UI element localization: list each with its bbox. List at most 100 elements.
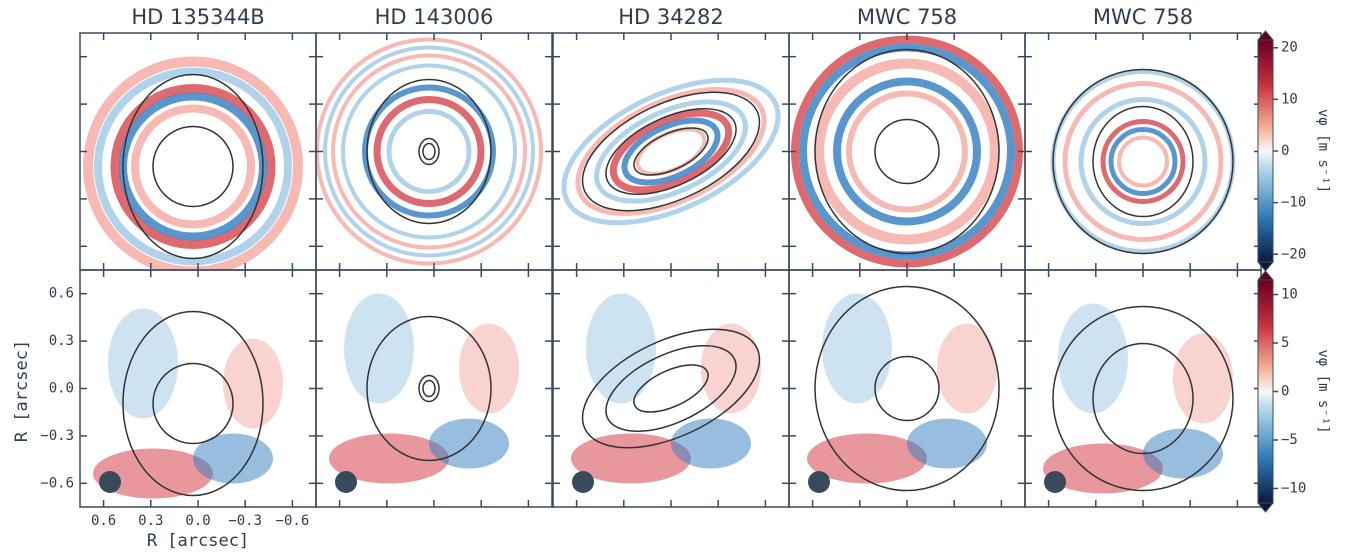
y-tick-label: 0.3 xyxy=(49,333,74,349)
contour xyxy=(633,127,709,176)
colorbar-extend xyxy=(1256,30,1275,41)
colorbar-label: vφ [m s⁻¹] xyxy=(1315,349,1331,433)
y-tick-label: 0.6 xyxy=(49,286,74,302)
velocity-ring xyxy=(814,58,1000,245)
beam xyxy=(808,471,830,493)
velocity-ring xyxy=(1108,127,1178,196)
velocity-ring xyxy=(846,90,968,213)
velocity-lobe xyxy=(907,418,987,469)
colorbar-tick-label: 5 xyxy=(1281,335,1289,351)
velocity-ring xyxy=(83,56,303,270)
panel xyxy=(571,293,761,493)
velocity-ring xyxy=(386,109,472,194)
contour xyxy=(366,315,492,462)
contour xyxy=(874,355,940,422)
velocity-ring xyxy=(1100,119,1186,204)
colorbar xyxy=(1257,279,1274,504)
contour xyxy=(581,328,761,449)
beam xyxy=(1044,471,1066,493)
panel-title: MWC 758 xyxy=(1093,5,1193,29)
velocity-ring xyxy=(119,92,267,241)
colorbar xyxy=(1257,39,1274,263)
x-tick-label: 0.6 xyxy=(91,513,116,529)
contour xyxy=(366,78,492,225)
velocity-lobe xyxy=(822,293,892,404)
velocity-lobe xyxy=(329,433,449,484)
contour xyxy=(422,379,436,398)
contour xyxy=(422,142,436,161)
contour xyxy=(814,285,1000,492)
y-tick-label: −0.3 xyxy=(40,428,74,444)
panel-title: HD 135344B xyxy=(131,5,264,29)
velocity-lobe xyxy=(344,293,414,404)
velocity-ring xyxy=(791,35,1023,268)
beam xyxy=(572,471,594,493)
velocity-lobe xyxy=(108,308,178,419)
y-tick-label: −0.6 xyxy=(40,475,74,491)
velocity-lobe xyxy=(1058,303,1128,414)
contour xyxy=(122,73,264,260)
colorbar-tick-label: 10 xyxy=(1281,287,1298,303)
colorbars: 20 10 0 −10 −20 vφ [m s⁻¹] 10 5 0 −5 −10 vφ [m s⁻¹] xyxy=(1256,30,1331,513)
y-tick-label: 0.0 xyxy=(49,381,74,397)
velocity-ring xyxy=(341,63,517,240)
panel xyxy=(791,35,1023,268)
colorbar-label: vφ [m s⁻¹] xyxy=(1315,109,1331,193)
velocity-lobe xyxy=(937,323,997,414)
velocity-ring xyxy=(316,37,543,266)
x-tick-label: 0.0 xyxy=(185,513,210,529)
velocity-ring xyxy=(575,87,767,216)
contour xyxy=(1052,305,1234,492)
panel-frame xyxy=(788,32,1026,271)
colorbar-tick-label: 20 xyxy=(1281,40,1298,56)
velocity-ring xyxy=(833,77,981,226)
contour xyxy=(814,48,1000,255)
velocity-lobe xyxy=(671,418,751,469)
velocity-lobe xyxy=(586,293,656,404)
panels: HD 135344B HD 143006 HD 34282 MWC 758 MWC 75… xyxy=(12,5,1262,551)
velocity-lobe xyxy=(93,448,213,499)
contour xyxy=(605,345,737,432)
velocity-ring xyxy=(1062,81,1224,242)
panel xyxy=(1043,303,1234,494)
contour xyxy=(633,364,709,413)
panel xyxy=(807,285,1000,493)
velocity-lobe xyxy=(223,338,283,429)
contour xyxy=(874,118,940,185)
colorbar-extend xyxy=(1256,261,1275,272)
x-axis-label: R [arcsec] xyxy=(147,531,249,551)
panel xyxy=(561,77,781,226)
colorbar-tick-label: 10 xyxy=(1281,91,1298,107)
colorbar-tick-label: −10 xyxy=(1281,480,1306,496)
contour xyxy=(1092,105,1194,218)
velocity-ring xyxy=(594,99,748,204)
velocity-ring xyxy=(373,96,485,207)
velocity-lobe xyxy=(807,433,927,484)
contour xyxy=(581,91,761,212)
velocity-lobe xyxy=(701,323,761,414)
contour xyxy=(418,374,440,403)
panel-title: HD 143006 xyxy=(375,5,494,29)
panel-title: HD 34282 xyxy=(618,5,723,29)
panel xyxy=(1050,68,1236,255)
velocity-ring xyxy=(1078,97,1208,226)
velocity-ring xyxy=(331,53,527,250)
velocity-ring xyxy=(323,45,535,258)
x-tick-label: 0.3 xyxy=(138,513,163,529)
beam xyxy=(335,471,357,493)
contour xyxy=(152,362,234,445)
colorbar-extend xyxy=(1256,502,1275,513)
velocity-lobe xyxy=(1173,333,1233,424)
velocity-lobe xyxy=(571,433,691,484)
velocity-ring xyxy=(1117,135,1169,188)
colorbar-tick-label: −10 xyxy=(1281,195,1306,211)
velocity-ring xyxy=(621,117,721,186)
x-tick-label: −0.6 xyxy=(276,513,310,529)
velocity-ring xyxy=(561,77,781,226)
velocity-ring xyxy=(799,43,1015,260)
panel xyxy=(316,37,543,266)
contour xyxy=(1052,68,1234,255)
panel xyxy=(93,308,283,499)
panel-title: MWC 758 xyxy=(857,5,957,29)
